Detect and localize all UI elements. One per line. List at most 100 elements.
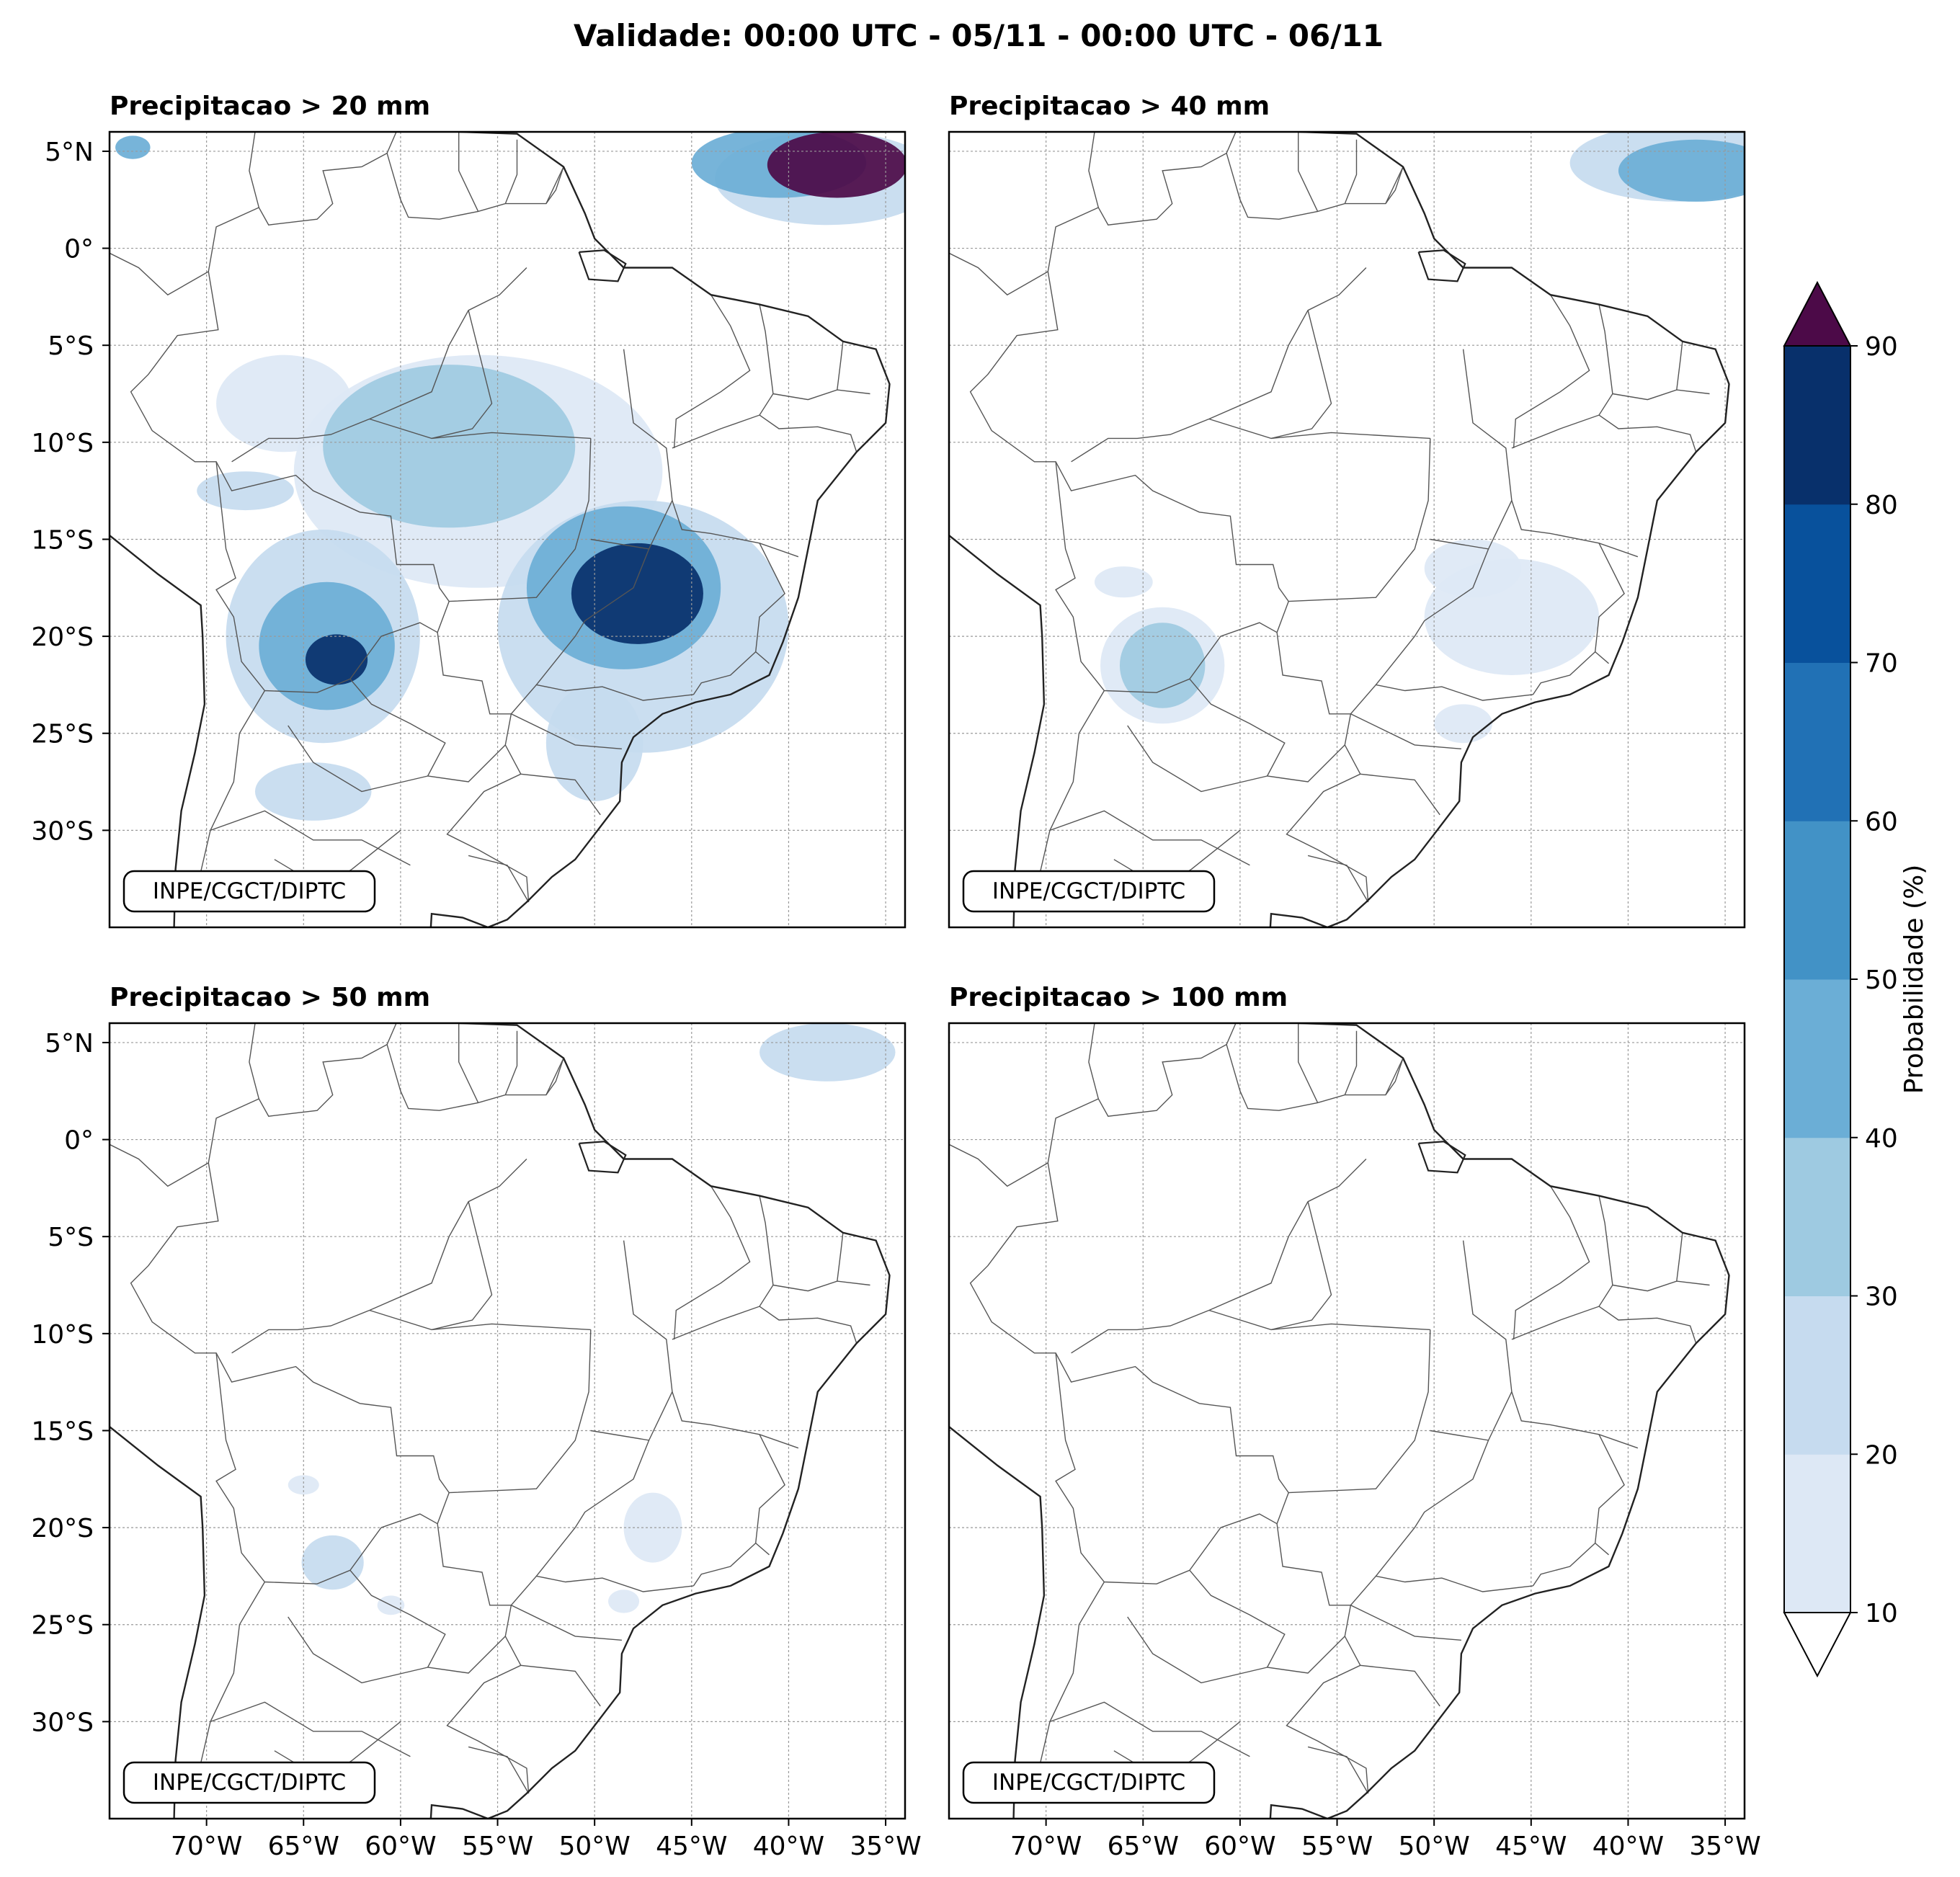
border-line — [673, 1185, 751, 1339]
border-line — [1307, 1746, 1369, 1794]
border-line — [1513, 294, 1590, 448]
border-line — [431, 1323, 591, 1331]
border-line — [1430, 1240, 1513, 1441]
border-line — [1594, 543, 1625, 664]
border-line — [288, 1616, 428, 1684]
lat-label: 5°S — [48, 1223, 94, 1252]
colorbar-tick-label: 80 — [1865, 491, 1898, 520]
coastline — [1417, 249, 1466, 282]
probability-area — [1094, 566, 1153, 598]
lat-label: 20°S — [31, 1514, 94, 1543]
border-line — [520, 1664, 601, 1707]
border-line — [1088, 1023, 1099, 1100]
lon-label: 60°W — [1204, 1832, 1275, 1861]
border-line — [130, 152, 564, 903]
border-line — [837, 1232, 844, 1282]
colorbar-tick-label: 50 — [1865, 966, 1898, 995]
border-line — [386, 132, 397, 153]
lon-label: 50°W — [1398, 1832, 1469, 1861]
border-line — [1513, 1185, 1590, 1339]
border-line — [1598, 414, 1697, 452]
border-line — [1385, 1058, 1404, 1096]
border-line — [1088, 132, 1099, 208]
border-line — [1598, 1306, 1697, 1344]
border-line — [1055, 461, 1278, 693]
credit-box — [962, 1761, 1216, 1804]
border-line — [672, 304, 774, 449]
coastline — [1269, 1023, 1730, 1819]
probability-area — [323, 365, 576, 528]
border-line — [1676, 1232, 1683, 1282]
border-line — [969, 152, 1404, 903]
border-line — [545, 1058, 564, 1096]
coastline — [1417, 1141, 1466, 1174]
lon-label: 55°W — [1301, 1832, 1373, 1861]
map-background — [949, 1023, 1745, 1819]
border-line — [1035, 1582, 1105, 1780]
lat-label: 5°S — [48, 331, 94, 361]
border-line — [1035, 690, 1105, 889]
coastline — [949, 1425, 1046, 1819]
border-line — [759, 1306, 858, 1344]
credit-box — [122, 870, 376, 913]
probability-shading — [1094, 132, 1745, 744]
map-background — [949, 132, 1745, 927]
border-line — [1189, 1569, 1345, 1674]
lon-label: 65°W — [1108, 1832, 1179, 1861]
border-line — [449, 438, 592, 602]
border-line — [1430, 349, 1513, 550]
colorbar-tick-label: 10 — [1865, 1599, 1898, 1628]
border-line — [520, 773, 601, 816]
border-line — [1127, 1616, 1268, 1684]
border-line — [449, 1329, 592, 1494]
lon-label: 40°W — [753, 1832, 824, 1861]
map-frame — [948, 130, 1746, 929]
border-line — [1288, 438, 1431, 602]
border-line — [1511, 304, 1613, 449]
border-line — [249, 1023, 259, 1100]
colorbar-tick-label: 20 — [1865, 1440, 1898, 1470]
map-panel-1: Precipitacao > 20 mm INPE/CGCT/DIPTC 5°N 0°… — [31, 92, 906, 929]
colorbar-segment — [1784, 662, 1850, 821]
border-line — [1208, 310, 1332, 440]
lon-label: 40°W — [1592, 1832, 1664, 1861]
border-line — [772, 389, 870, 401]
lat-label: 0° — [64, 1126, 94, 1156]
border-line — [196, 690, 266, 889]
probability-area — [767, 132, 905, 198]
colorbar-segment — [1784, 1137, 1850, 1296]
border-line — [672, 1195, 774, 1340]
lat-label: 20°S — [31, 623, 94, 652]
colorbar-tick-label: 70 — [1865, 649, 1898, 679]
credit-label: INPE/CGCT/DIPTC — [992, 1770, 1185, 1796]
lon-label: 55°W — [462, 1832, 533, 1861]
border-line — [1344, 139, 1358, 204]
probability-area — [305, 634, 368, 685]
geography — [110, 1023, 891, 1819]
gridlines — [110, 132, 905, 927]
panel-title: Precipitacao > 100 mm — [949, 983, 1288, 1012]
coastline — [429, 132, 891, 927]
credit-label: INPE/CGCT/DIPTC — [992, 878, 1185, 904]
border-line — [969, 1043, 1404, 1794]
probability-area — [115, 135, 151, 159]
border-line — [210, 1701, 411, 1757]
panel-title: Precipitacao > 20 mm — [110, 92, 430, 121]
border-line — [1676, 341, 1683, 391]
border-line — [1226, 1023, 1237, 1045]
colorbar-tick-label: 40 — [1865, 1124, 1898, 1154]
credit-label: INPE/CGCT/DIPTC — [153, 878, 346, 904]
lon-label: 70°W — [1010, 1832, 1082, 1861]
figure-title: Validade: 00:00 UTC - 05/11 - 00:00 UTC … — [574, 18, 1384, 53]
border-line — [1288, 1329, 1431, 1494]
colorbar-segment — [1784, 979, 1850, 1138]
panel-title: Precipitacao > 40 mm — [949, 92, 1270, 121]
lon-label: 50°W — [558, 1832, 630, 1861]
border-line — [468, 1746, 530, 1794]
border-line — [510, 1575, 622, 1641]
lat-label: 25°S — [31, 1611, 94, 1641]
border-line — [231, 267, 527, 463]
map-frame — [108, 1022, 906, 1820]
border-line — [1307, 855, 1369, 903]
